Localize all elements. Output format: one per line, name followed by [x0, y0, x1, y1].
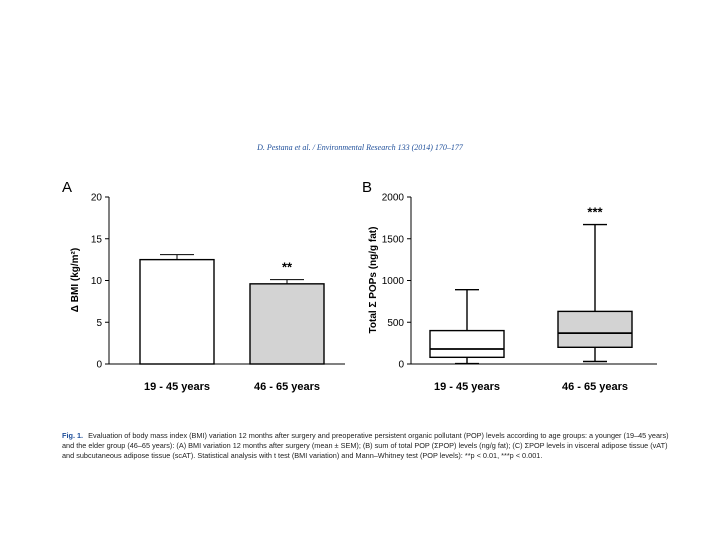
- figure-caption: Fig. 1. Evaluation of body mass index (B…: [62, 431, 674, 461]
- panel-b-y-tick-label: 0: [398, 360, 404, 371]
- panel-b-y-tick-label: 1000: [382, 276, 405, 287]
- panel-a-category-label: 46 - 65 years: [254, 381, 320, 393]
- panel-a-category-label: 19 - 45 years: [144, 381, 210, 393]
- panel-a-ylabel: Δ BMI (kg/m²): [70, 248, 81, 312]
- panel-b-y-tick-label: 2000: [382, 193, 405, 204]
- panel-a-y-tick-label: 15: [91, 234, 103, 245]
- panel-a-y-tick-label: 10: [91, 276, 103, 287]
- panel-a-bar: [140, 260, 214, 364]
- panel-a-bar: [250, 284, 324, 364]
- figure-panels: A Δ BMI (kg/m²) 0 5 10 15 20 19 - 45 years ** 4…: [0, 170, 720, 400]
- panel-a-label: A: [62, 179, 72, 196]
- panel-b-category-label: 46 - 65 years: [562, 381, 628, 393]
- panel-b-box: [558, 311, 632, 347]
- panel-b-y-tick-label: 500: [387, 318, 404, 329]
- panel-b-label: B: [362, 179, 372, 196]
- panel-a: A Δ BMI (kg/m²) 0 5 10 15 20 19 - 45 years ** 4…: [62, 179, 345, 393]
- panel-b: B Total Σ POPs (ng/g fat) 0 500 1000 1500 20…: [362, 179, 657, 393]
- panel-b-category-label: 19 - 45 years: [434, 381, 500, 393]
- journal-header: D. Pestana et al. / Environmental Resear…: [0, 143, 720, 152]
- panel-a-y-tick-label: 20: [91, 193, 103, 204]
- caption-label: Fig. 1.: [62, 431, 83, 440]
- panel-b-ylabel: Total Σ POPs (ng/g fat): [368, 227, 379, 334]
- panel-a-significance: **: [282, 260, 293, 275]
- panel-b-significance: ***: [587, 205, 603, 220]
- panel-a-y-tick-label: 5: [96, 318, 102, 329]
- panel-b-y-tick-label: 1500: [382, 234, 405, 245]
- panel-a-y-tick-label: 0: [96, 360, 102, 371]
- caption-text: Evaluation of body mass index (BMI) vari…: [62, 431, 669, 460]
- panel-b-box: [430, 331, 504, 358]
